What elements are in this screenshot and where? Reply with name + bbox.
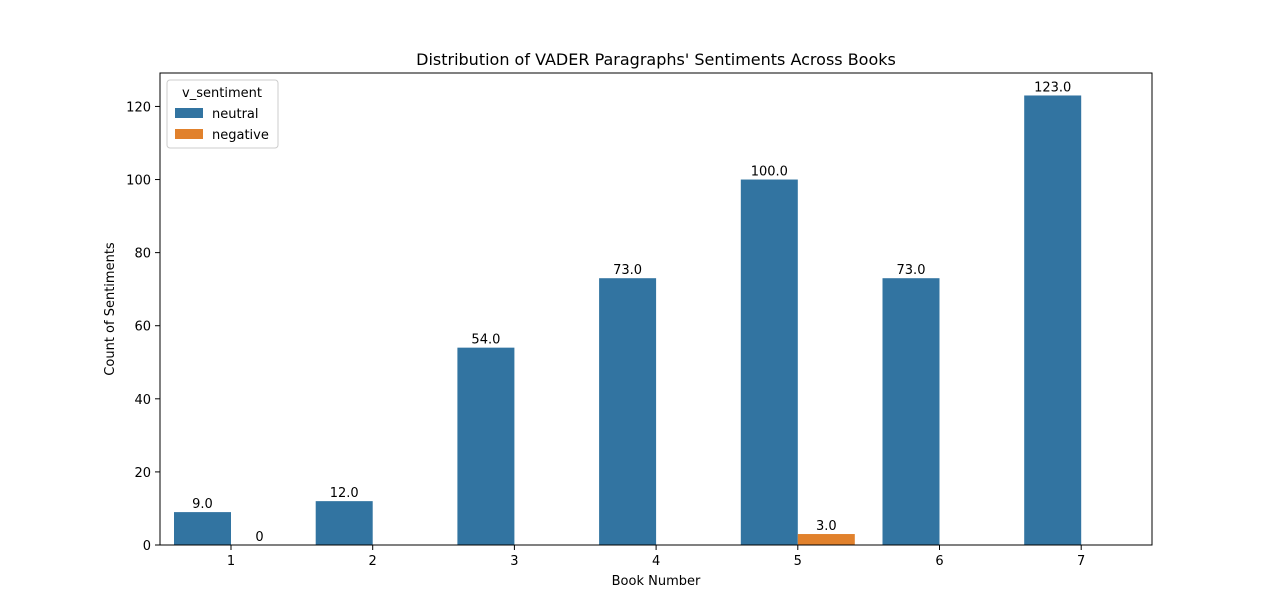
legend-label-negative: negative xyxy=(212,128,269,143)
legend-title: v_sentiment xyxy=(182,86,262,101)
bar-label-neutral-book-2: 12.0 xyxy=(330,486,359,501)
y-tick-label-100: 100 xyxy=(126,174,151,189)
bar-label-neutral-book-6: 73.0 xyxy=(897,263,926,278)
bar-label-negative-book-1: 0 xyxy=(255,530,263,545)
bar-neutral-book-5 xyxy=(740,179,798,545)
bar-label-neutral-book-1: 9.0 xyxy=(192,497,213,512)
x-tick-label-4: 4 xyxy=(652,554,660,569)
bar-label-neutral-book-3: 54.0 xyxy=(471,333,500,348)
bars-group xyxy=(174,95,1082,545)
bar-neutral-book-7 xyxy=(1024,95,1082,545)
x-tick-label-5: 5 xyxy=(794,554,802,569)
chart-title: Distribution of VADER Paragraphs' Sentim… xyxy=(416,50,896,69)
x-tick-label-7: 7 xyxy=(1077,554,1085,569)
bar-neutral-book-2 xyxy=(315,501,373,545)
bar-label-neutral-book-4: 73.0 xyxy=(613,263,642,278)
bar-neutral-book-4 xyxy=(599,278,657,545)
plot-area-frame xyxy=(159,72,1153,546)
x-tick-label-3: 3 xyxy=(510,554,518,569)
bar-label-negative-book-5: 3.0 xyxy=(816,519,837,534)
y-tick-label-20: 20 xyxy=(134,466,151,481)
legend-swatch-negative xyxy=(175,129,203,139)
legend-label-neutral: neutral xyxy=(212,107,259,122)
y-tick-label-0: 0 xyxy=(143,539,151,554)
bar-neutral-book-1 xyxy=(174,512,231,545)
bar-neutral-book-3 xyxy=(457,347,515,545)
x-tick-label-2: 2 xyxy=(369,554,377,569)
y-axis-label: Count of Sentiments xyxy=(103,242,118,376)
y-tick-label-40: 40 xyxy=(134,393,151,408)
x-axis-label: Book Number xyxy=(612,574,701,589)
x-axis-ticks: 1 2 3 4 5 6 7 xyxy=(227,545,1085,569)
x-tick-label-1: 1 xyxy=(227,554,235,569)
x-tick-label-6: 6 xyxy=(935,554,943,569)
y-tick-label-80: 80 xyxy=(134,247,151,262)
legend: v_sentiment neutral negative xyxy=(166,79,279,149)
y-axis-ticks: 0 20 40 60 80 100 120 xyxy=(126,100,160,554)
y-tick-label-60: 60 xyxy=(134,320,151,335)
bar-negative-book-5 xyxy=(797,534,855,545)
bar-neutral-book-6 xyxy=(882,278,940,545)
legend-swatch-neutral xyxy=(175,108,203,118)
bar-label-neutral-book-7: 123.0 xyxy=(1034,80,1071,95)
bar-label-neutral-book-5: 100.0 xyxy=(751,165,788,180)
y-tick-label-120: 120 xyxy=(126,100,151,115)
bar-labels-group: 9.0 0 12.0 54.0 73.0 100.0 3.0 73.0 123.0 xyxy=(192,80,1071,545)
